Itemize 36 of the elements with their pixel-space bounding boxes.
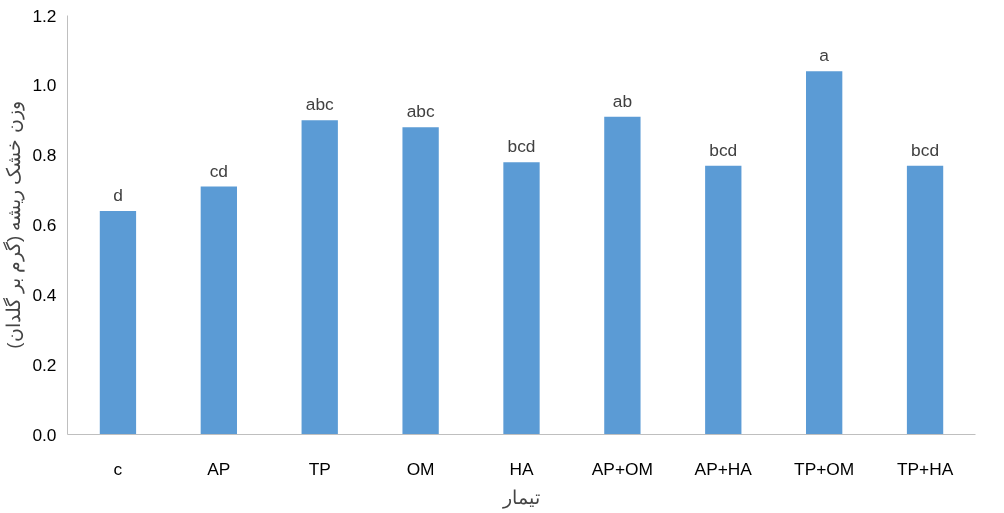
annotation: a: [819, 45, 830, 66]
y-tick-label: 0.6: [32, 215, 57, 235]
x-tick-label: TP+OM: [794, 458, 855, 479]
annotation: ab: [612, 90, 633, 111]
y-tick-label: 0.2: [32, 354, 57, 375]
bar: [301, 120, 338, 435]
x-tick-label: OM: [406, 458, 435, 479]
y-tick-label: 1.2: [32, 5, 57, 26]
y-tick-label: 1.0: [32, 75, 57, 96]
bar: [503, 162, 540, 435]
annotation: bcd: [507, 136, 536, 157]
annotation: bcd: [709, 139, 738, 160]
bar: [604, 116, 641, 435]
annotation: d: [113, 185, 123, 206]
bar: [806, 71, 843, 435]
annotation: abc: [305, 94, 335, 115]
bar: [402, 127, 439, 435]
x-tick-label: AP+HA: [694, 458, 753, 479]
annotation: cd: [209, 160, 228, 181]
x-tick-label: AP+OM: [591, 458, 653, 479]
y-tick-label: 0.8: [32, 145, 57, 166]
bar: [99, 211, 137, 435]
y-tick-label: 0.4: [32, 284, 57, 305]
x-tick-label: TP+HA: [896, 458, 954, 479]
x-tick-label: TP: [308, 458, 331, 479]
annotation: abc: [406, 101, 435, 122]
bar: [705, 165, 742, 435]
bar: [906, 165, 944, 435]
annotation: bcd: [911, 139, 940, 160]
x-axis-title: تیمار: [502, 486, 540, 509]
y-tick-label: 0.0: [32, 424, 57, 445]
y-axis-title: وزن خشک ریشه (گرم بر گلدان): [2, 101, 26, 349]
x-tick-label: c: [113, 458, 123, 479]
bar: [200, 186, 237, 435]
x-tick-label: AP: [207, 458, 231, 479]
x-tick-label: HA: [509, 458, 534, 479]
